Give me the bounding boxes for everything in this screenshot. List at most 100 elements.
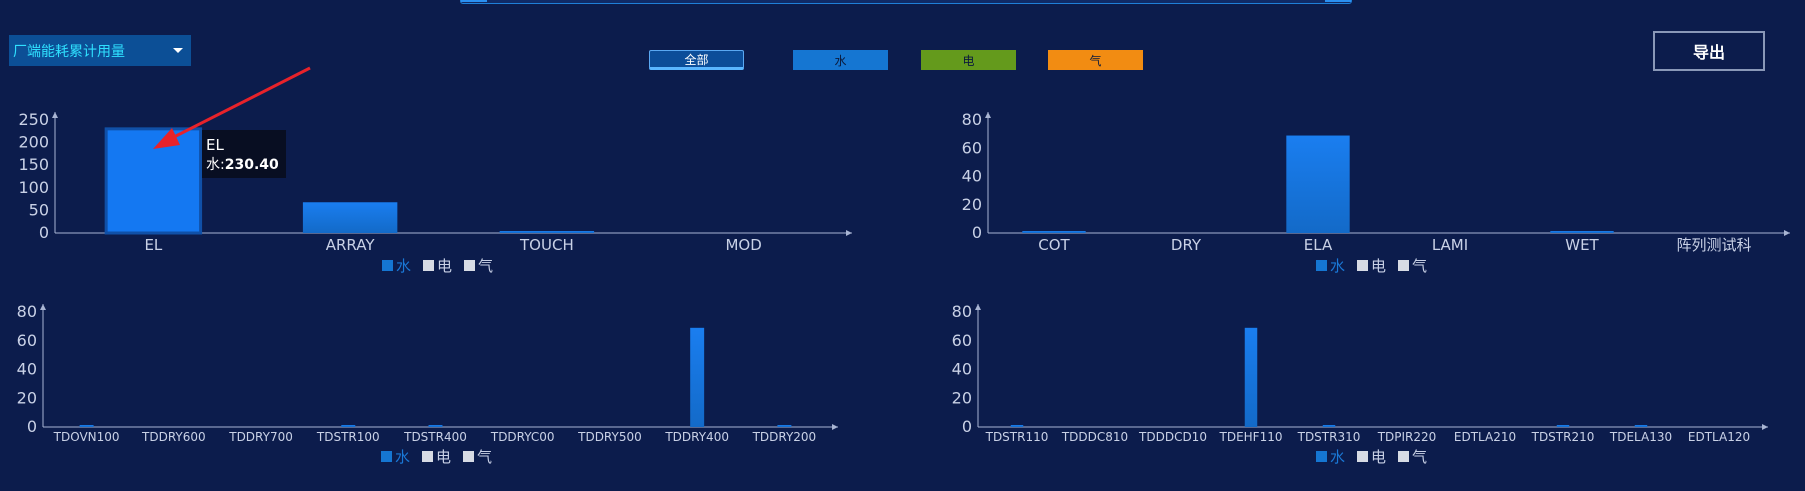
top-bar-left-handle[interactable] xyxy=(461,0,487,2)
legend-label[interactable]: 气 xyxy=(1412,257,1427,275)
legend-swatch[interactable] xyxy=(464,260,475,271)
bar[interactable] xyxy=(79,425,94,427)
bar[interactable] xyxy=(499,231,595,233)
filter-water-button[interactable]: 水 xyxy=(793,50,888,70)
x-tick-label: EDTLA210 xyxy=(1454,430,1516,444)
y-tick-label: 0 xyxy=(27,417,37,436)
y-axis-arrow xyxy=(40,304,46,310)
x-tick-label: TDOVN100 xyxy=(53,430,120,444)
metric-select[interactable]: 厂端能耗累计用量 xyxy=(9,35,191,66)
legend-label[interactable]: 水 xyxy=(396,257,411,275)
legend-label[interactable]: 电 xyxy=(437,257,452,275)
bar[interactable] xyxy=(1244,327,1258,427)
legend-swatch[interactable] xyxy=(382,260,393,271)
x-tick-label: TDSTR210 xyxy=(1531,430,1595,444)
filter-all-button[interactable]: 全部 xyxy=(649,50,744,70)
legend-swatch[interactable] xyxy=(1316,260,1327,271)
filter-gas-button[interactable]: 气 xyxy=(1048,50,1143,70)
legend-label[interactable]: 气 xyxy=(1412,448,1427,466)
bar[interactable] xyxy=(302,202,398,233)
x-tick-label: TDDDC810 xyxy=(1061,430,1128,444)
x-tick-label: TOUCH xyxy=(519,236,574,254)
legend-label[interactable]: 电 xyxy=(1371,448,1386,466)
tooltip-series: 水: xyxy=(206,157,225,173)
y-tick-label: 20 xyxy=(952,388,972,407)
legend-swatch[interactable] xyxy=(1398,451,1409,462)
legend-label[interactable]: 气 xyxy=(477,448,492,466)
bar[interactable] xyxy=(104,127,203,235)
x-tick-label: MOD xyxy=(725,236,761,254)
x-tick-label: TDDDCD10 xyxy=(1138,430,1207,444)
legend-label[interactable]: 水 xyxy=(1330,257,1345,275)
y-tick-label: 80 xyxy=(962,110,982,129)
y-tick-label: 0 xyxy=(962,417,972,436)
legend-swatch[interactable] xyxy=(1316,451,1327,462)
export-button[interactable]: 导出 xyxy=(1653,31,1765,71)
legend-label[interactable]: 气 xyxy=(478,257,493,275)
x-tick-label: TDDRYC00 xyxy=(490,430,555,444)
bar[interactable] xyxy=(1556,425,1570,427)
bar[interactable] xyxy=(690,327,705,427)
x-tick-label: EL xyxy=(144,236,162,254)
legend-swatch[interactable] xyxy=(422,451,433,462)
x-axis-arrow xyxy=(846,230,852,236)
legend-label[interactable]: 电 xyxy=(1371,257,1386,275)
x-tick-label: TDDRY500 xyxy=(577,430,642,444)
bar[interactable] xyxy=(428,425,443,427)
x-tick-label: TDSTR310 xyxy=(1297,430,1361,444)
x-tick-label: TDELA130 xyxy=(1609,430,1672,444)
legend-swatch[interactable] xyxy=(1357,260,1368,271)
x-tick-label: TDDRY600 xyxy=(141,430,206,444)
legend-swatch[interactable] xyxy=(381,451,392,462)
y-axis-arrow xyxy=(985,112,991,118)
bar[interactable] xyxy=(1286,135,1350,233)
x-tick-label: ELA xyxy=(1304,236,1333,254)
x-axis-arrow xyxy=(832,424,838,430)
x-tick-label: TDSTR100 xyxy=(316,430,380,444)
bar[interactable] xyxy=(1634,425,1648,427)
y-tick-label: 60 xyxy=(952,331,972,350)
bar-tooltip: EL 水:230.40 xyxy=(202,130,286,178)
legend-label[interactable]: 电 xyxy=(436,448,451,466)
y-axis-arrow xyxy=(975,304,981,310)
y-tick-label: 50 xyxy=(29,200,49,219)
y-tick-label: 60 xyxy=(962,138,982,157)
top-scroll-bar[interactable] xyxy=(460,0,1352,4)
legend-label[interactable]: 水 xyxy=(395,448,410,466)
legend-swatch[interactable] xyxy=(463,451,474,462)
legend-swatch[interactable] xyxy=(1398,260,1409,271)
x-tick-label: ARRAY xyxy=(326,236,376,254)
x-tick-label: TDDRY400 xyxy=(664,430,729,444)
x-tick-label: TDDRY700 xyxy=(228,430,293,444)
bar[interactable] xyxy=(1550,231,1614,233)
metric-select-value: 厂端能耗累计用量 xyxy=(13,43,125,60)
x-tick-label: DRY xyxy=(1171,236,1202,254)
top-bar-right-handle[interactable] xyxy=(1325,0,1351,2)
x-tick-label: TDDRY200 xyxy=(752,430,817,444)
legend-label[interactable]: 水 xyxy=(1330,448,1345,466)
bar[interactable] xyxy=(1022,231,1086,233)
x-tick-label: TDPIR220 xyxy=(1377,430,1437,444)
x-tick-label: LAMI xyxy=(1432,236,1468,254)
x-tick-label: TDSTR110 xyxy=(985,430,1049,444)
bar[interactable] xyxy=(777,425,792,427)
legend-swatch[interactable] xyxy=(1357,451,1368,462)
x-tick-label: 阵列测试科 xyxy=(1676,236,1751,254)
x-tick-label: TDSTR400 xyxy=(403,430,467,444)
filter-electricity-button[interactable]: 电 xyxy=(921,50,1016,70)
y-tick-label: 200 xyxy=(18,133,49,152)
bar[interactable] xyxy=(1010,425,1024,427)
bar[interactable] xyxy=(1322,425,1336,427)
y-axis-arrow xyxy=(52,112,58,118)
y-tick-label: 20 xyxy=(17,388,37,407)
legend-swatch[interactable] xyxy=(423,260,434,271)
y-tick-label: 150 xyxy=(18,155,49,174)
y-tick-label: 0 xyxy=(39,223,49,242)
y-tick-label: 60 xyxy=(17,331,37,350)
bar[interactable] xyxy=(341,425,356,427)
